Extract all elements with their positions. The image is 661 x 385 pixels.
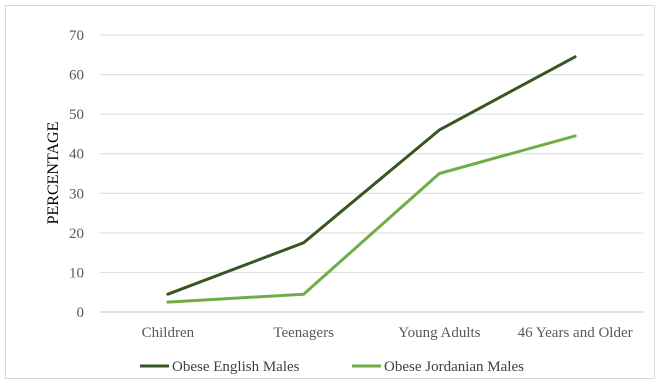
- series-line: [166, 55, 577, 296]
- legend: Obese English Males Obese Jordanian Males: [140, 359, 524, 375]
- series-lines: [166, 55, 577, 304]
- y-tick-label: 10: [69, 265, 84, 281]
- x-tick-label: Teenagers: [273, 325, 334, 341]
- y-tick-labels: 0 10 20 30 40 50 60 70: [69, 28, 84, 321]
- y-tick-label: 60: [69, 68, 84, 84]
- y-tick-label: 20: [69, 226, 84, 242]
- y-tick-label: 30: [69, 186, 84, 202]
- x-tick-labels: Children Teenagers Young Adults 46 Years an…: [142, 325, 633, 341]
- gridlines: [100, 34, 643, 313]
- chart-frame: [5, 5, 655, 379]
- y-tick-label: 40: [69, 147, 84, 163]
- y-tick-label: 70: [69, 28, 84, 44]
- x-tick-label: 46 Years and Older: [518, 325, 633, 341]
- series-line: [166, 134, 577, 304]
- legend-label: Obese Jordanian Males: [384, 359, 524, 375]
- x-tick-label: Children: [142, 325, 195, 341]
- y-axis-title: PERCENTAGE: [45, 122, 62, 225]
- y-tick-label: 50: [69, 107, 84, 123]
- x-tick-label: Young Adults: [398, 325, 480, 341]
- legend-label: Obese English Males: [172, 359, 300, 375]
- y-tick-label: 0: [77, 305, 85, 321]
